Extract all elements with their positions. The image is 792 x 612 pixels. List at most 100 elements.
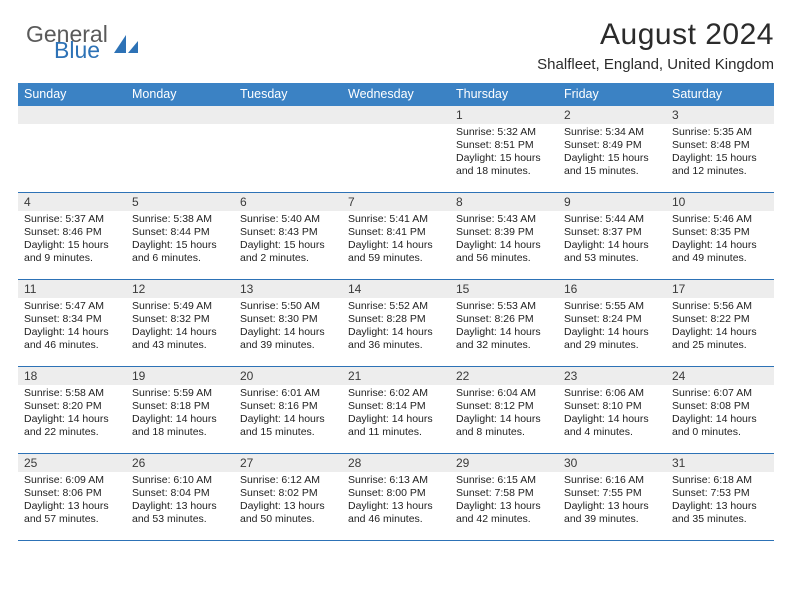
day-daylight1: Daylight: 14 hours: [132, 413, 228, 426]
day-number-band: 12: [126, 280, 234, 298]
day-daylight1: Daylight: 14 hours: [240, 326, 336, 339]
day-cell: 31Sunrise: 6:18 AMSunset: 7:53 PMDayligh…: [666, 454, 774, 540]
day-sunset: Sunset: 8:37 PM: [564, 226, 660, 239]
day-number-band: 21: [342, 367, 450, 385]
day-number-band: [18, 106, 126, 124]
day-cell: 6Sunrise: 5:40 AMSunset: 8:43 PMDaylight…: [234, 193, 342, 279]
day-cell: 26Sunrise: 6:10 AMSunset: 8:04 PMDayligh…: [126, 454, 234, 540]
day-cell: 3Sunrise: 5:35 AMSunset: 8:48 PMDaylight…: [666, 106, 774, 192]
day-sunrise: Sunrise: 6:01 AM: [240, 387, 336, 400]
day-body: Sunrise: 5:59 AMSunset: 8:18 PMDaylight:…: [126, 385, 234, 444]
day-daylight1: Daylight: 13 hours: [24, 500, 120, 513]
day-number: 28: [348, 456, 361, 470]
day-sunset: Sunset: 8:06 PM: [24, 487, 120, 500]
day-body: Sunrise: 6:16 AMSunset: 7:55 PMDaylight:…: [558, 472, 666, 531]
day-number-band: 13: [234, 280, 342, 298]
day-sunset: Sunset: 8:49 PM: [564, 139, 660, 152]
day-number: 24: [672, 369, 685, 383]
day-sunset: Sunset: 7:58 PM: [456, 487, 552, 500]
day-daylight1: Daylight: 15 hours: [24, 239, 120, 252]
day-cell: [234, 106, 342, 192]
day-cell: 28Sunrise: 6:13 AMSunset: 8:00 PMDayligh…: [342, 454, 450, 540]
day-body: Sunrise: 5:53 AMSunset: 8:26 PMDaylight:…: [450, 298, 558, 357]
day-number-band: 1: [450, 106, 558, 124]
day-body: [126, 124, 234, 130]
day-body: Sunrise: 6:04 AMSunset: 8:12 PMDaylight:…: [450, 385, 558, 444]
day-body: Sunrise: 5:58 AMSunset: 8:20 PMDaylight:…: [18, 385, 126, 444]
day-cell: 9Sunrise: 5:44 AMSunset: 8:37 PMDaylight…: [558, 193, 666, 279]
day-sunrise: Sunrise: 5:35 AM: [672, 126, 768, 139]
day-sunrise: Sunrise: 6:16 AM: [564, 474, 660, 487]
day-sunrise: Sunrise: 5:58 AM: [24, 387, 120, 400]
day-sunrise: Sunrise: 5:52 AM: [348, 300, 444, 313]
day-number: 11: [24, 282, 36, 296]
day-daylight2: and 39 minutes.: [564, 513, 660, 526]
day-daylight1: Daylight: 14 hours: [564, 413, 660, 426]
day-number-band: 18: [18, 367, 126, 385]
day-number-band: 19: [126, 367, 234, 385]
day-sunrise: Sunrise: 5:55 AM: [564, 300, 660, 313]
day-sunrise: Sunrise: 5:46 AM: [672, 213, 768, 226]
day-daylight2: and 50 minutes.: [240, 513, 336, 526]
day-number: 2: [564, 108, 571, 122]
day-number-band: 8: [450, 193, 558, 211]
day-number-band: 27: [234, 454, 342, 472]
day-sunrise: Sunrise: 5:47 AM: [24, 300, 120, 313]
day-cell: 10Sunrise: 5:46 AMSunset: 8:35 PMDayligh…: [666, 193, 774, 279]
day-daylight2: and 2 minutes.: [240, 252, 336, 265]
day-daylight2: and 8 minutes.: [456, 426, 552, 439]
day-daylight1: Daylight: 15 hours: [132, 239, 228, 252]
day-cell: [126, 106, 234, 192]
day-daylight2: and 46 minutes.: [348, 513, 444, 526]
day-sunset: Sunset: 8:00 PM: [348, 487, 444, 500]
day-daylight1: Daylight: 13 hours: [348, 500, 444, 513]
day-daylight1: Daylight: 13 hours: [672, 500, 768, 513]
day-cell: 25Sunrise: 6:09 AMSunset: 8:06 PMDayligh…: [18, 454, 126, 540]
day-sunrise: Sunrise: 5:59 AM: [132, 387, 228, 400]
day-number: 27: [240, 456, 253, 470]
week-row: 4Sunrise: 5:37 AMSunset: 8:46 PMDaylight…: [18, 193, 774, 280]
day-cell: 14Sunrise: 5:52 AMSunset: 8:28 PMDayligh…: [342, 280, 450, 366]
day-sunset: Sunset: 7:53 PM: [672, 487, 768, 500]
day-cell: 30Sunrise: 6:16 AMSunset: 7:55 PMDayligh…: [558, 454, 666, 540]
day-body: Sunrise: 6:07 AMSunset: 8:08 PMDaylight:…: [666, 385, 774, 444]
day-number-band: 14: [342, 280, 450, 298]
day-body: [234, 124, 342, 130]
weeks-container: 1 Sunrise: 5:32 AMSunset: 8:51 PM Daylight…: [18, 106, 774, 541]
day-daylight2: and 32 minutes.: [456, 339, 552, 352]
day-daylight2: and 36 minutes.: [348, 339, 444, 352]
day-sunset: Sunset: 8:51 PM: [456, 139, 552, 152]
day-number: 18: [24, 369, 37, 383]
day-number: 22: [456, 369, 469, 383]
day-header-row: Sunday Monday Tuesday Wednesday Thursday…: [18, 83, 774, 106]
day-cell: 12Sunrise: 5:49 AMSunset: 8:32 PMDayligh…: [126, 280, 234, 366]
day-cell: 22 Sunrise: 6:04 AMSunset: 8:12 PMDayligh…: [450, 367, 558, 453]
day-sunrise: Sunrise: 6:07 AM: [672, 387, 768, 400]
day-number: 19: [132, 369, 145, 383]
day-body: Sunrise: 5:56 AMSunset: 8:22 PMDaylight:…: [666, 298, 774, 357]
day-sunset: Sunset: 8:10 PM: [564, 400, 660, 413]
day-cell: 19 Sunrise: 5:59 AMSunset: 8:18 PMDayligh…: [126, 367, 234, 453]
day-body: Sunrise: 6:15 AMSunset: 7:58 PMDaylight:…: [450, 472, 558, 531]
day-number: 29: [456, 456, 469, 470]
day-daylight2: and 43 minutes.: [132, 339, 228, 352]
day-sunset: Sunset: 8:08 PM: [672, 400, 768, 413]
day-cell: 27Sunrise: 6:12 AMSunset: 8:02 PMDayligh…: [234, 454, 342, 540]
day-cell: 20Sunrise: 6:01 AMSunset: 8:16 PMDayligh…: [234, 367, 342, 453]
day-number-band: 17: [666, 280, 774, 298]
day-body: Sunrise: 6:18 AMSunset: 7:53 PMDaylight:…: [666, 472, 774, 531]
logo-text-stack: General Blue: [26, 24, 108, 62]
day-header-wednesday: Wednesday: [342, 83, 450, 106]
day-number-band: 25: [18, 454, 126, 472]
day-sunrise: Sunrise: 6:18 AM: [672, 474, 768, 487]
day-sunset: Sunset: 8:48 PM: [672, 139, 768, 152]
day-sunrise: Sunrise: 5:38 AM: [132, 213, 228, 226]
day-number-band: 10: [666, 193, 774, 211]
day-sunset: Sunset: 8:24 PM: [564, 313, 660, 326]
day-sunrise: Sunrise: 6:04 AM: [456, 387, 552, 400]
day-number: 8: [456, 195, 463, 209]
day-sunset: Sunset: 8:20 PM: [24, 400, 120, 413]
day-number: 20: [240, 369, 253, 383]
day-number: 26: [132, 456, 145, 470]
day-sunrise: Sunrise: 5:32 AM: [456, 126, 552, 139]
